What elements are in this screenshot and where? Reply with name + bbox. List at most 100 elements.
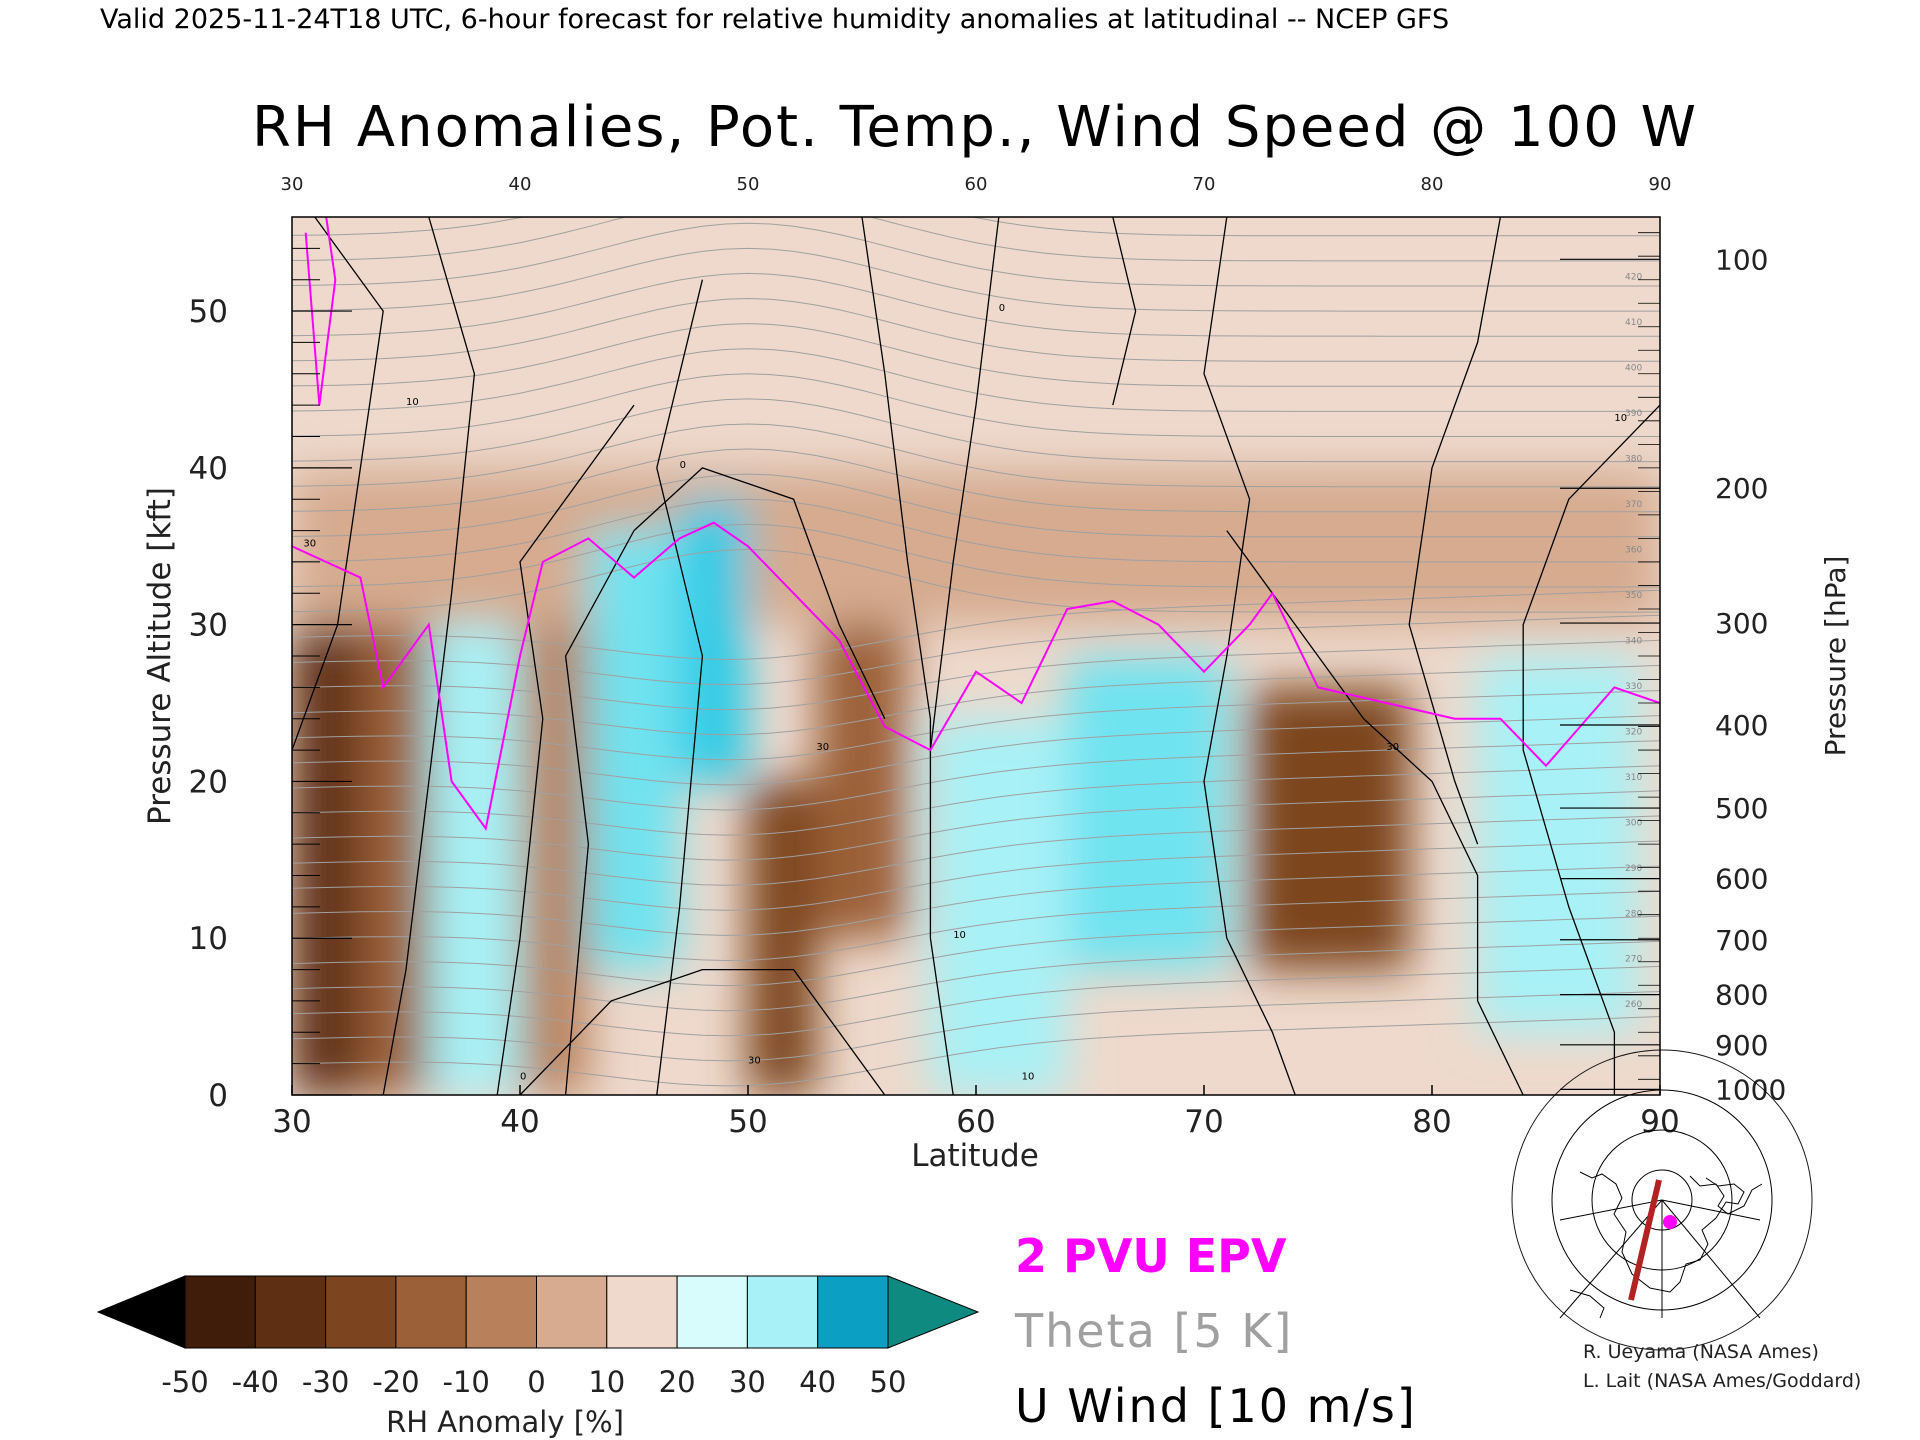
y-tick-label: 40 [189,451,228,487]
theta-contour [292,297,1660,362]
theta-contour [292,217,1660,262]
colorbar-tick-label: -40 [232,1365,279,1399]
u-wind-contour [1203,217,1296,1095]
x-axis-label: Latitude [911,1138,1039,1174]
theta-contour [292,473,1660,538]
pressure-tick-label: 600 [1715,863,1768,896]
credit-line-1: R. Ueyama (NASA Ames) [1583,1341,1819,1363]
u-wind-contour [1522,404,1660,1095]
theta-contour-label: 310 [1625,773,1642,783]
colorbar-swatch [395,1275,467,1349]
theta-contour [292,589,1660,661]
theta-contour [292,664,1660,736]
colorbar-tick-label: 30 [729,1365,766,1399]
theta-contour [292,965,1660,1037]
u-wind-contour [496,404,635,1095]
theta-contour-label: 370 [1625,500,1642,510]
colorbar-swatch [676,1275,748,1349]
theta-contour-label: 270 [1625,955,1642,965]
theta-contour-label: 410 [1625,318,1642,328]
rh-colorbar: -50 -40 -30 -20 -10 0 10 20 30 40 50 [96,1275,980,1399]
colorbar-over-arrow [887,1275,980,1349]
u-wind-contour-label: 30 [1386,742,1399,753]
colorbar-tick-label: 50 [870,1365,907,1399]
credit-line-2: L. Lait (NASA Ames/Goddard) [1583,1370,1861,1392]
colorbar-swatch [465,1275,538,1349]
u-wind-contour-label: 0 [680,460,686,471]
rh-cell [1249,687,1410,970]
locator-map [1511,1049,1813,1351]
rh-anomaly-field [292,217,1660,1095]
x-tick-label: 50 [728,1104,767,1140]
u-wind-contours: 30 10 0 30 10 0 30 10 0 30 10 [292,217,1660,1095]
x-axis-top: 30 40 50 60 70 80 90 [281,174,1672,195]
pressure-tick-label: 400 [1715,709,1768,742]
u-wind-contour [519,968,886,1095]
colorbar-tick-label: 20 [659,1365,696,1399]
x-tick-label: 40 [500,1104,539,1140]
y-axis-label-right: Pressure [hPa] [1819,556,1852,757]
theta-contour [292,523,1660,588]
u-wind-contour [1112,217,1137,406]
colorbar-swatch [325,1275,397,1349]
theta-contour-label: 390 [1625,409,1642,419]
rh-cell [748,781,817,1095]
y-tick-label: 10 [189,921,228,957]
colorbar-under-arrow [96,1275,186,1349]
theta-contour [292,639,1660,711]
u-wind-contour [382,217,476,1095]
colorbar-label: RH Anomaly [%] [386,1405,624,1439]
rh-cell [292,624,361,1095]
x-top-tick-label: 40 [509,174,532,195]
u-wind-contour [656,279,704,1095]
theta-contour [292,423,1660,488]
u-wind-contour-label: 10 [406,397,419,408]
legend-wind: U Wind [10 m/s] [1015,1379,1417,1433]
u-wind-contour-label: 10 [1022,1071,1035,1082]
x-top-tick-label: 30 [281,174,304,195]
x-tick-label: 90 [1640,1104,1679,1140]
pressure-tick-label: 100 [1715,243,1768,276]
theta-contour [292,815,1660,886]
theta-contour [292,548,1660,613]
y-tick-label: 50 [189,294,228,330]
valid-time-line: Valid 2025-11-24T18 UTC, 6-hour forecast… [100,4,1449,35]
theta-contour-label: 300 [1625,818,1642,828]
x-top-tick-label: 60 [965,174,988,195]
theta-contour-label: 350 [1625,591,1642,601]
contour-legend: 2 PVU EPV Theta [5 K] U Wind [10 m/s] [1014,1229,1417,1433]
u-wind-contour-label: 10 [953,930,966,941]
theta-contour [292,222,1660,287]
colorbar-tick-label: -30 [302,1365,349,1399]
colorbar-tick-label: -10 [443,1365,490,1399]
theta-contour [292,740,1660,811]
theta-contour [292,940,1660,1012]
theta-contour [292,323,1660,387]
theta-contour-label: 280 [1625,909,1642,919]
pressure-tick-label: 500 [1715,792,1768,825]
theta-contour [292,373,1660,437]
colorbar-swatch [746,1275,819,1349]
pressure-tick-label: 300 [1715,607,1768,640]
rh-cell [679,499,748,782]
colorbar-tick-label: 10 [588,1365,625,1399]
x-top-tick-label: 90 [1649,174,1672,195]
theta-contour [292,614,1660,686]
u-wind-contour [861,217,954,1095]
x-axis-bottom: 30 40 50 60 70 80 90 [272,1085,1680,1140]
legend-epv: 2 PVU EPV [1015,1229,1287,1283]
theta-contour [292,272,1660,337]
x-tick-label: 60 [956,1104,995,1140]
theta-contour-label: 290 [1625,864,1642,874]
theta-contour-label: 380 [1625,455,1642,465]
u-wind-contour-label: 0 [520,1071,526,1082]
pressure-tick-label: 700 [1715,924,1768,957]
pressure-tick-label: 800 [1715,979,1768,1012]
y-tick-label: 0 [208,1078,228,1114]
y-tick-label: 30 [189,608,228,644]
theta-contour [292,915,1660,987]
theta-contour [292,690,1660,761]
theta-contour [292,448,1660,513]
x-tick-label: 80 [1412,1104,1451,1140]
